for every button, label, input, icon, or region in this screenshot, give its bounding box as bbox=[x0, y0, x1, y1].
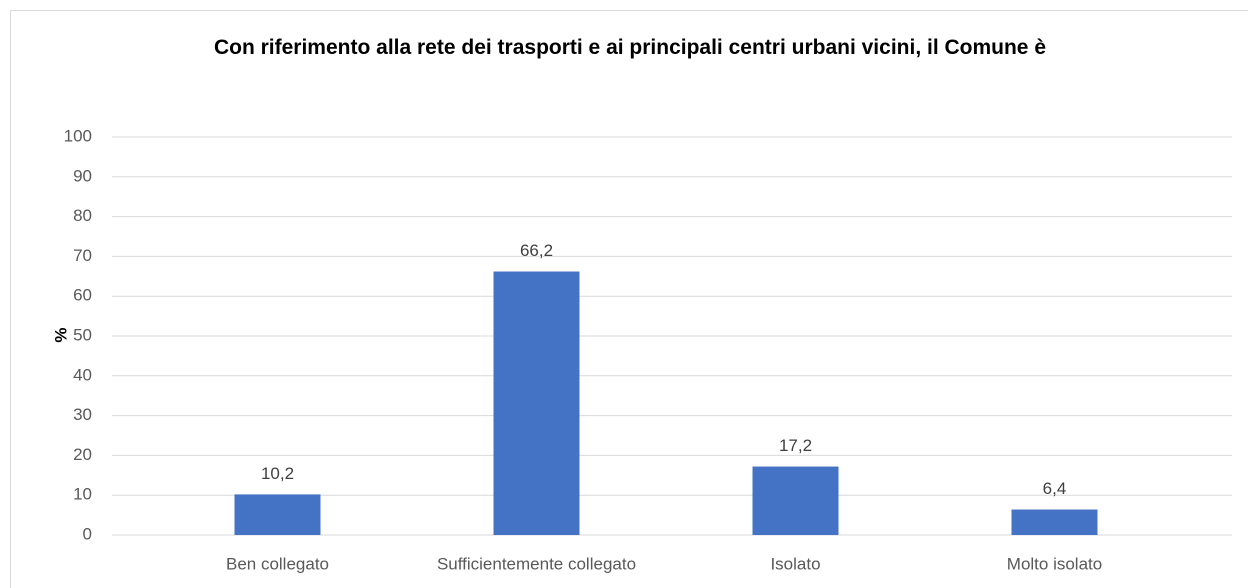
data-label: 6,4 bbox=[1043, 479, 1067, 498]
y-tick-label: 80 bbox=[73, 206, 92, 225]
y-tick-label: 60 bbox=[73, 286, 92, 305]
data-label: 10,2 bbox=[261, 464, 294, 483]
x-tick-label: Ben collegato bbox=[226, 554, 329, 573]
y-tick-label: 20 bbox=[73, 445, 92, 464]
y-tick-label: 70 bbox=[73, 246, 92, 265]
x-tick-label: Sufficientemente collegato bbox=[437, 554, 636, 573]
bar bbox=[234, 494, 321, 535]
y-tick-label: 50 bbox=[73, 325, 92, 344]
chart-border bbox=[10, 10, 1248, 588]
data-label: 66,2 bbox=[520, 241, 553, 260]
bar bbox=[493, 271, 580, 535]
y-tick-label: 100 bbox=[64, 126, 92, 145]
y-tick-label: 10 bbox=[73, 485, 92, 504]
y-tick-label: 90 bbox=[73, 166, 92, 185]
data-label: 17,2 bbox=[779, 436, 812, 455]
x-tick-label: Molto isolato bbox=[1007, 554, 1102, 573]
y-tick-label: 30 bbox=[73, 405, 92, 424]
bar bbox=[752, 466, 839, 535]
bar bbox=[1011, 509, 1098, 535]
y-axis-label: % bbox=[51, 327, 70, 342]
chart-title: Con riferimento alla rete dei trasporti … bbox=[213, 36, 1047, 59]
y-tick-label: 40 bbox=[73, 365, 92, 384]
y-tick-label: 0 bbox=[83, 524, 92, 543]
x-tick-label: Isolato bbox=[770, 554, 820, 573]
